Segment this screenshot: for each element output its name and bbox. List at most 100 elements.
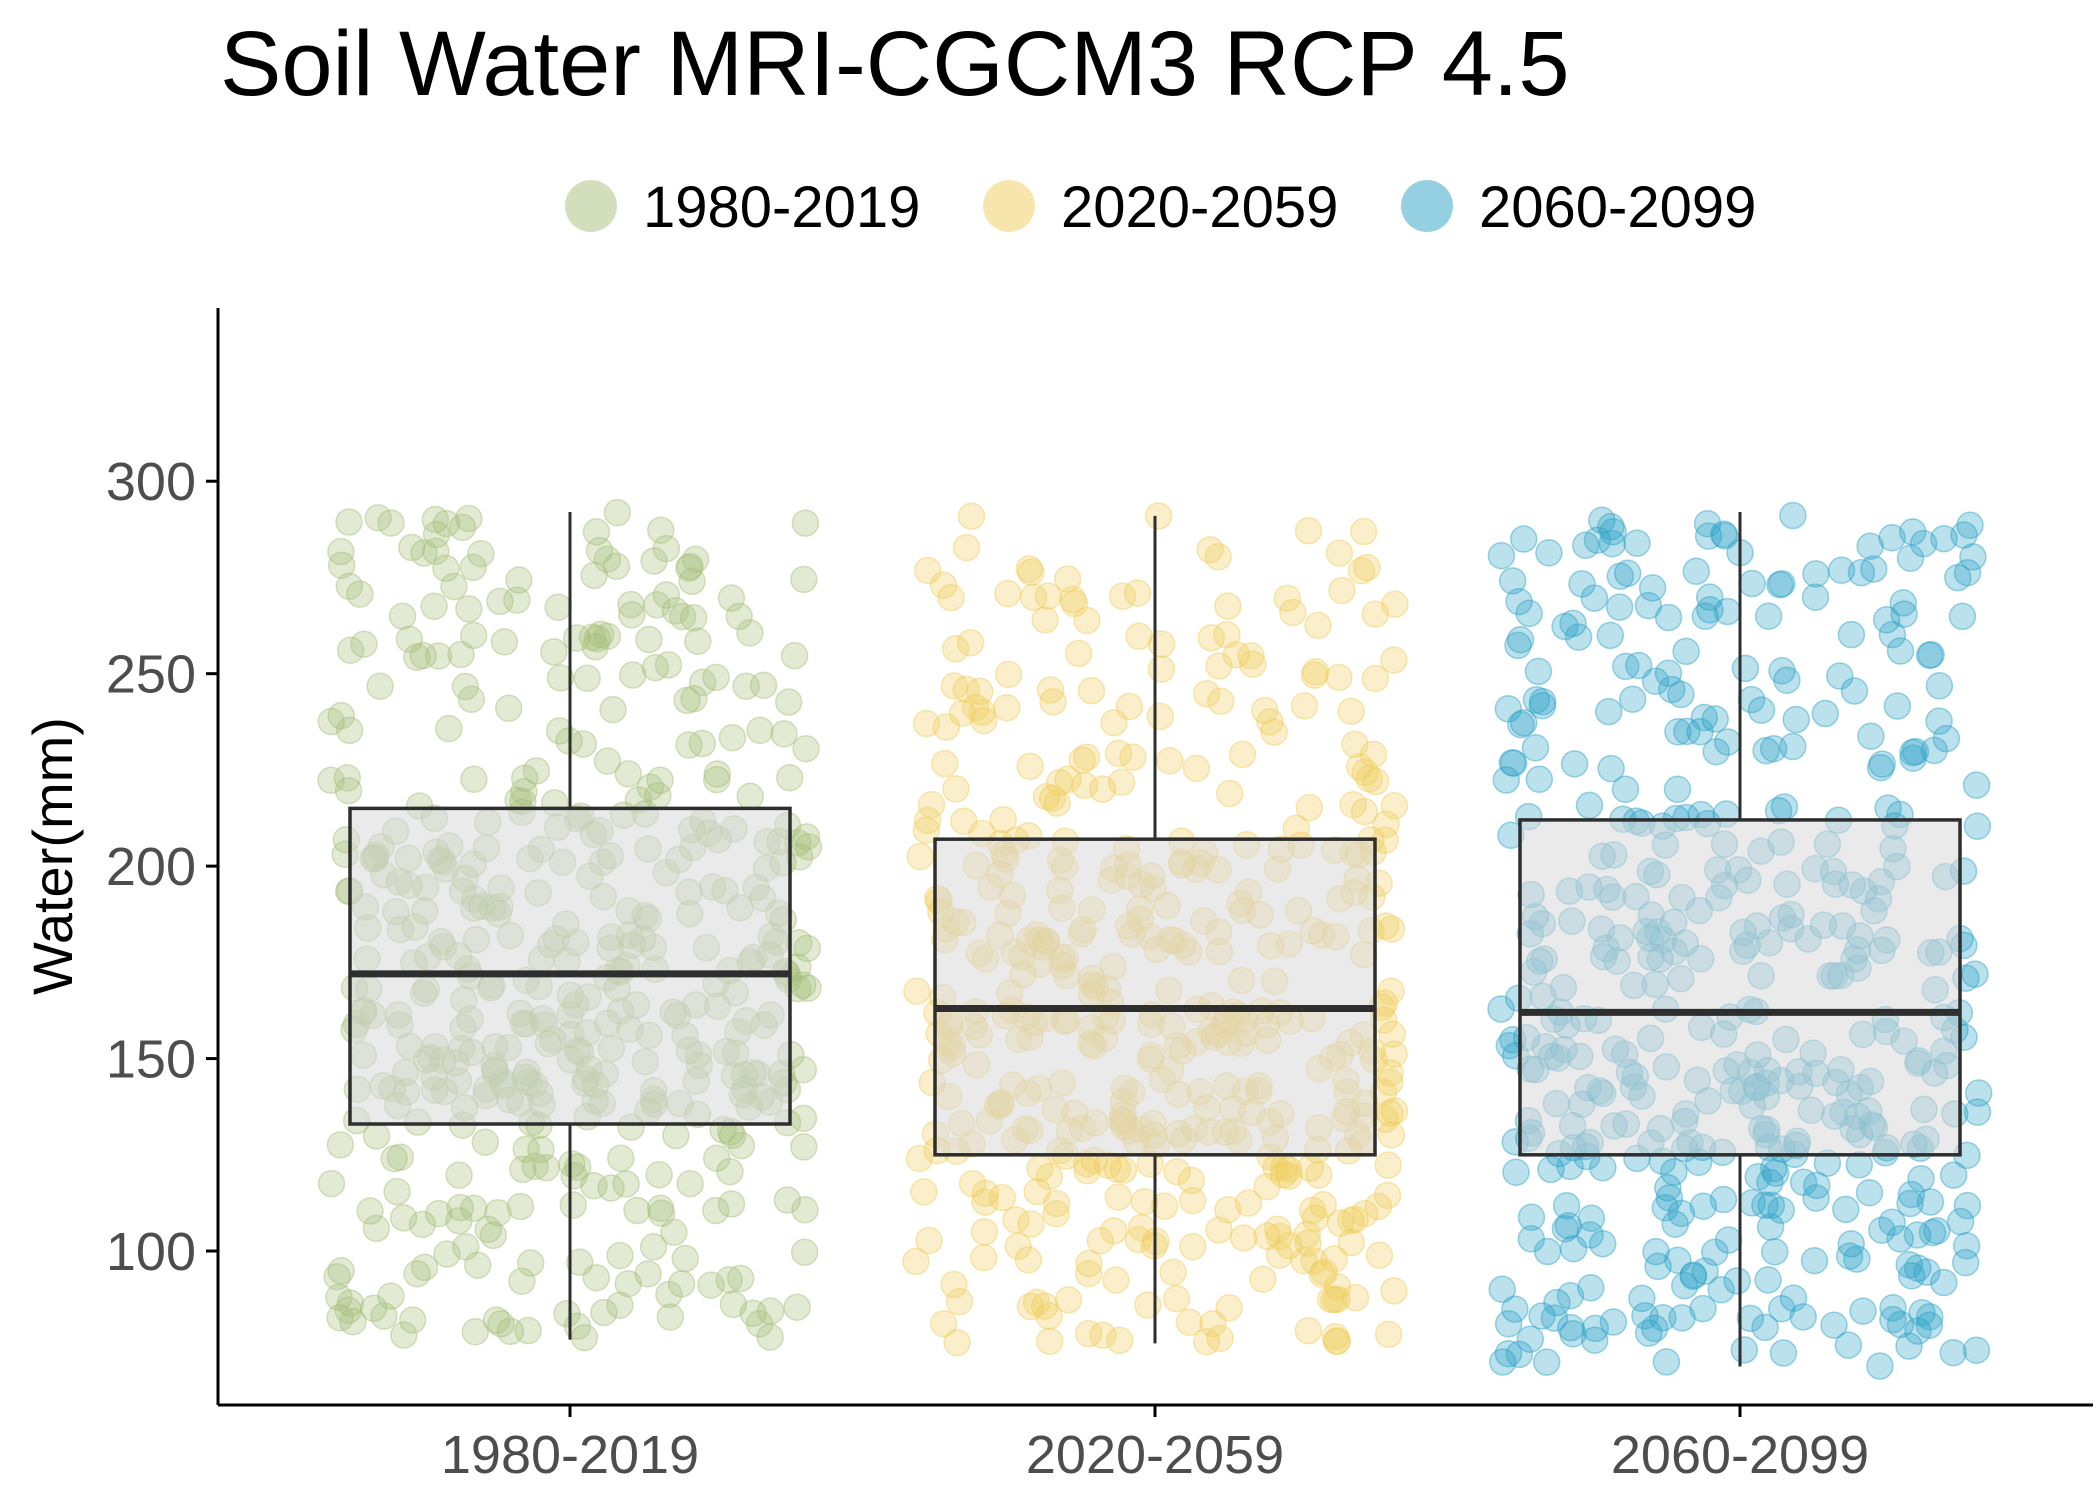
data-point (1939, 1161, 1968, 1189)
data-point (1115, 692, 1144, 721)
data-point (792, 734, 820, 763)
data-point (952, 533, 981, 562)
data-point (590, 1298, 618, 1327)
data-point (1856, 532, 1884, 560)
data-point (1878, 1208, 1906, 1236)
data-point (1215, 779, 1244, 808)
data-point (1930, 524, 1958, 553)
data-point (1521, 734, 1550, 762)
data-point (1492, 766, 1521, 794)
data-point (780, 641, 809, 670)
data-point (1104, 1183, 1133, 1211)
data-point (1351, 758, 1379, 787)
data-point (1768, 657, 1796, 685)
data-point (1524, 657, 1553, 686)
data-point (1197, 624, 1226, 652)
data-point (1035, 1327, 1064, 1356)
data-point (336, 636, 365, 665)
data-point (1317, 1285, 1345, 1314)
data-point (1323, 1285, 1351, 1314)
data-point (1701, 705, 1729, 733)
data-point (1596, 621, 1625, 650)
data-point (1909, 529, 1938, 558)
data-point (1779, 1284, 1808, 1312)
data-point (1031, 606, 1059, 634)
data-point (1834, 1331, 1863, 1359)
box-iqr (348, 806, 792, 1126)
data-point (1359, 740, 1388, 769)
data-point (553, 1299, 581, 1328)
data-point (1847, 558, 1876, 587)
data-point (445, 1207, 473, 1235)
data-point (912, 709, 941, 738)
data-point (1568, 570, 1596, 598)
data-point (1325, 663, 1353, 692)
data-point (1506, 625, 1535, 654)
data-point (1106, 1326, 1134, 1355)
data-point (966, 677, 994, 706)
data-point (593, 622, 622, 651)
data-point (1694, 522, 1723, 550)
data-point (1652, 1348, 1681, 1376)
data-point (326, 1304, 354, 1332)
data-point (1365, 1241, 1394, 1270)
data-point (1667, 680, 1695, 709)
data-point (327, 1257, 355, 1285)
data-point (1214, 1196, 1242, 1224)
data-point (1214, 592, 1242, 620)
data-point (645, 1160, 673, 1189)
data-point (1944, 563, 1972, 592)
data-point (1532, 1348, 1561, 1376)
data-point (1918, 1218, 1947, 1247)
data-point (671, 1244, 699, 1273)
data-point (1897, 1180, 1926, 1209)
data-point (1606, 562, 1635, 590)
data-point (988, 1183, 1017, 1212)
data-point (1294, 1316, 1323, 1345)
data-point (948, 699, 977, 727)
data-point (1528, 687, 1557, 716)
data-point (1249, 1265, 1277, 1294)
data-point (684, 627, 712, 656)
data-point (1380, 792, 1409, 820)
data-point (993, 694, 1021, 722)
data-point (335, 572, 364, 601)
data-point (1535, 539, 1563, 567)
data-point (422, 520, 451, 549)
data-point (1054, 1286, 1083, 1314)
data-point (1879, 1305, 1907, 1334)
data-point (1895, 1250, 1923, 1279)
data-point (773, 1186, 802, 1214)
data-point (1295, 793, 1324, 822)
data-point (1710, 520, 1738, 549)
data-point (1890, 600, 1918, 628)
data-point (1611, 775, 1640, 804)
data-point (1502, 1158, 1530, 1186)
x-axis-ticks: 1980-2019 2020-2059 2060-2099 (441, 1405, 1869, 1485)
data-point (471, 1128, 500, 1156)
data-point (917, 790, 946, 819)
data-point (565, 1248, 594, 1277)
data-point (1353, 553, 1381, 582)
data-point (447, 640, 475, 669)
data-point (1903, 1221, 1932, 1249)
data-point (377, 509, 405, 537)
data-point (1963, 1098, 1992, 1126)
data-point (583, 624, 612, 653)
data-point (506, 1192, 535, 1221)
data-point (647, 1199, 676, 1228)
data-point (913, 556, 942, 585)
data-point (783, 1293, 811, 1321)
data-point (970, 706, 998, 735)
data-point (325, 1283, 353, 1312)
data-point (1878, 620, 1907, 649)
y-axis-ticks: 100 150 200 250 300 (106, 452, 218, 1282)
data-point (1205, 1216, 1233, 1244)
data-point (1488, 1275, 1516, 1304)
data-point (1670, 1271, 1699, 1300)
data-point (1640, 1314, 1669, 1343)
data-point (1260, 718, 1288, 746)
data-point (1920, 736, 1949, 765)
data-point (1644, 1252, 1672, 1281)
data-point (1820, 1311, 1848, 1339)
